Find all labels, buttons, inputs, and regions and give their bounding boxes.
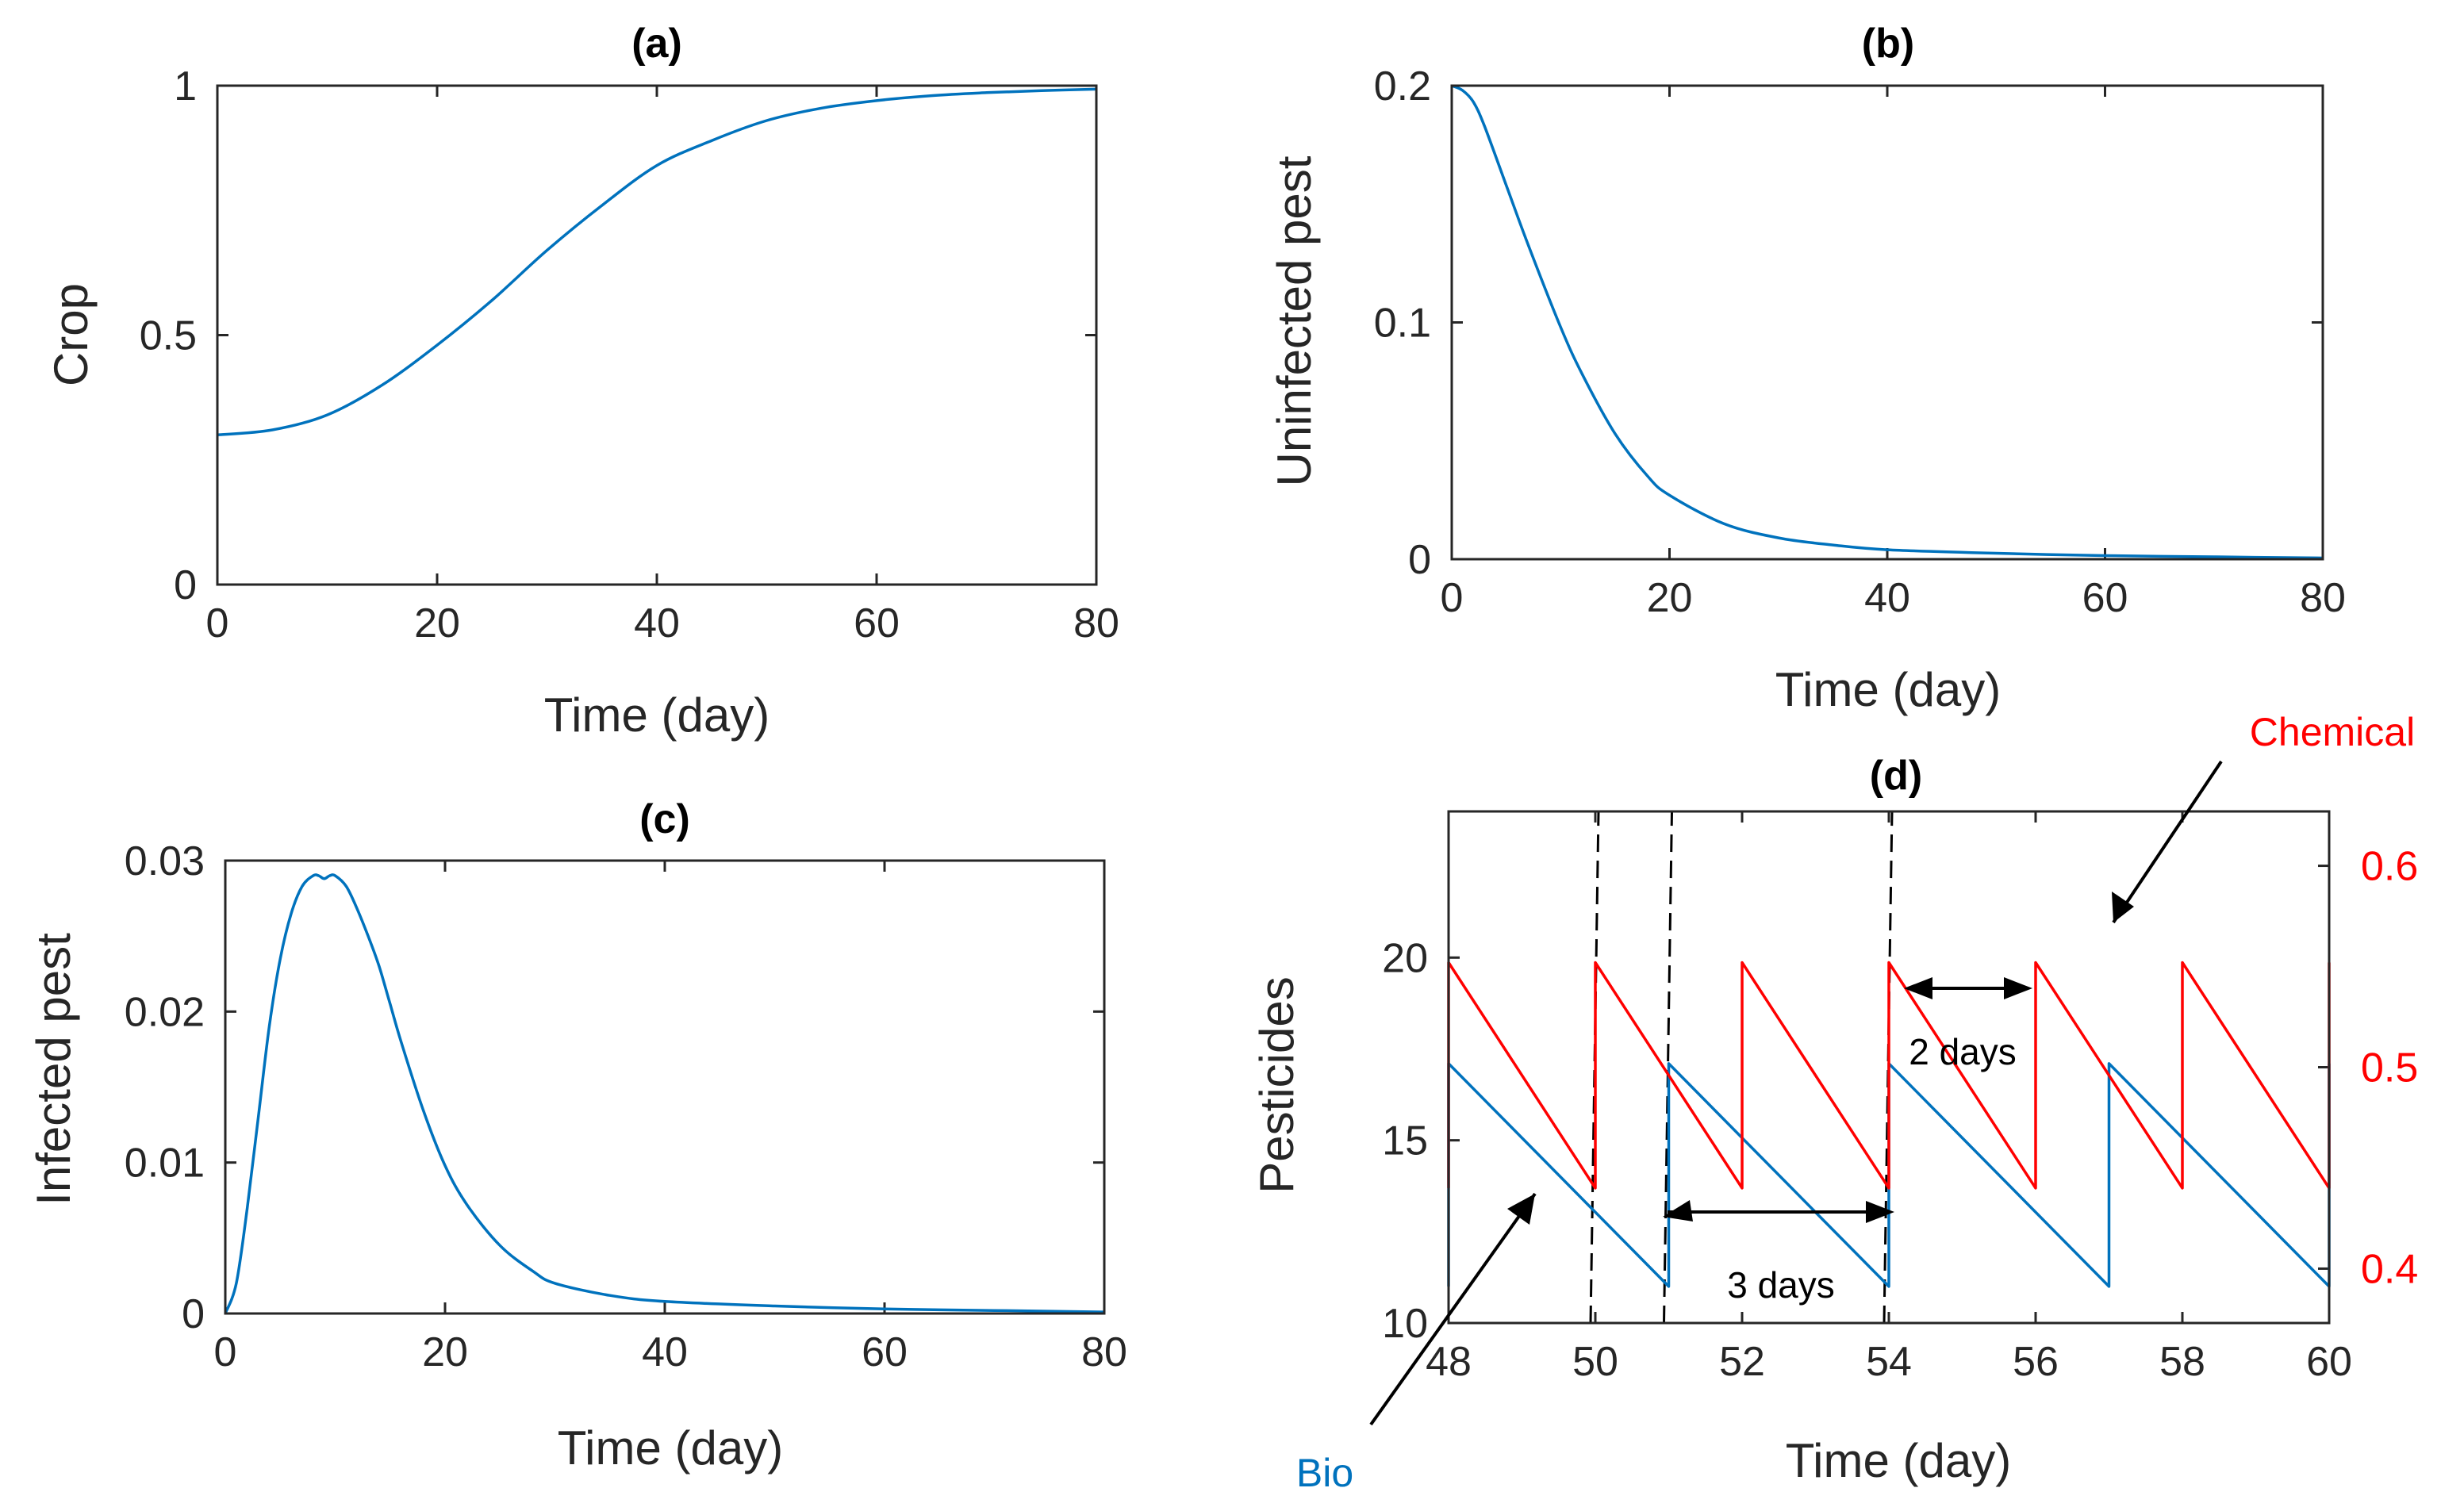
two-days-arrowhead-right [2004, 977, 2032, 999]
panel-a-xtick-label: 20 [414, 600, 460, 646]
panel-a-xtick-label: 60 [854, 600, 900, 646]
panel-d-axes-box [1447, 810, 2331, 1325]
two-days-arrowhead-left [1904, 977, 1932, 999]
panel-d-ytick-label: 15 [1382, 1118, 1428, 1164]
panel-d: (d) Pesticides Time (day) 48 50 52 54 56 58 60… [1250, 710, 2418, 1495]
panel-a-ylabel: Crop [44, 283, 98, 386]
panel-c-xtick-label: 80 [1081, 1329, 1127, 1375]
panel-a-xtick-label: 80 [1073, 600, 1119, 646]
bio-annotation-arrowhead [1507, 1194, 1535, 1225]
panel-c-xtick-label: 0 [214, 1329, 237, 1375]
panel-c-title: (c) [639, 796, 690, 842]
panel-b-ytick-label: 0 [1408, 537, 1431, 583]
panel-c-xtick-label: 40 [642, 1329, 688, 1375]
panel-c-ytick-label: 0 [182, 1291, 205, 1337]
panel-a-title: (a) [631, 21, 682, 67]
panel-c-infected-pest-line [224, 873, 1105, 1314]
panel-a-xtick-label: 0 [206, 600, 229, 646]
panel-b-xlabel: Time (day) [1775, 663, 2001, 716]
bio-annotation: Bio [1296, 1451, 1353, 1495]
panel-d-ytick-label: 20 [1382, 935, 1428, 981]
panel-a-xlabel: Time (day) [544, 688, 770, 742]
panel-a-axes-box [216, 84, 1098, 586]
three-days-arrowhead-left [1663, 1200, 1693, 1221]
panel-b-axes-box [1450, 84, 2324, 561]
three-days-arrowhead-right [1866, 1201, 1894, 1223]
panel-c-ytick-label: 0.02 [125, 989, 205, 1035]
panel-b-xtick-label: 60 [2082, 575, 2128, 621]
panel-c-axes-box [224, 859, 1106, 1315]
chemical-annotation-arrow [2112, 760, 2223, 924]
panel-c: (c) Infected pest Time (day) 0 20 40 60 80 0 0… [27, 796, 1127, 1475]
panel-b-ytick-label: 0.2 [1374, 63, 1431, 109]
panel-b-xtick-label: 80 [2300, 575, 2346, 621]
panel-d-dashed-marker [1589, 811, 1600, 1324]
panel-b-title: (b) [1862, 21, 1914, 67]
panel-d-right-ytick-label: 0.6 [2361, 844, 2418, 890]
panel-d-right-ytick-label: 0.4 [2361, 1246, 2418, 1292]
panel-b-xtick-label: 20 [1647, 575, 1693, 621]
panel-c-xlabel: Time (day) [558, 1421, 783, 1475]
panel-d-xtick-label: 56 [2013, 1339, 2059, 1385]
panel-d-xtick-label: 54 [1866, 1339, 1912, 1385]
bio-annotation-arrow [1369, 1192, 1537, 1426]
panel-c-ylabel: Infected pest [27, 933, 80, 1206]
panel-b: (b) Uninfected pest Time (day) 0 20 40 60 80… [1268, 21, 2346, 716]
panel-a-crop-line [217, 87, 1097, 437]
panel-d-title: (d) [1870, 753, 1922, 799]
panel-a: (a) Crop Time (day) 0 20 40 60 80 0 0.5 1 [44, 21, 1119, 742]
panel-d-ylabel: Pesticides [1250, 976, 1303, 1193]
three-days-label: 3 days [1727, 1264, 1835, 1306]
panel-c-ytick-label: 0.01 [125, 1141, 205, 1187]
chemical-annotation-arrowhead [2112, 892, 2134, 922]
panel-d-dashed-marker [1883, 811, 1894, 1324]
panel-d-ytick-label: 10 [1382, 1301, 1428, 1347]
panel-d-xtick-label: 52 [1719, 1339, 1765, 1385]
panel-d-xtick-label: 48 [1426, 1339, 1472, 1385]
panel-d-xtick-label: 58 [2159, 1339, 2205, 1385]
chemical-annotation: Chemical [2250, 710, 2415, 754]
panel-a-ytick-label: 1 [174, 63, 197, 109]
panel-d-chemical-line [1447, 961, 2331, 1190]
two-days-label: 2 days [1909, 1031, 2017, 1072]
panel-a-ytick-label: 0.5 [140, 313, 197, 359]
panel-a-xtick-label: 40 [634, 600, 680, 646]
panel-d-xlabel: Time (day) [1786, 1434, 2011, 1487]
panel-b-xtick-label: 40 [1864, 575, 1910, 621]
panel-c-xtick-label: 60 [862, 1329, 908, 1375]
panel-a-ytick-label: 0 [174, 562, 197, 608]
panel-d-xtick-label: 60 [2306, 1339, 2352, 1385]
panel-b-uninfected-pest-line [1451, 84, 2324, 560]
panel-b-ylabel: Uninfected pest [1268, 155, 1321, 486]
panel-c-ytick-label: 0.03 [125, 838, 205, 884]
panel-c-xtick-label: 20 [422, 1329, 468, 1375]
panel-b-xtick-label: 0 [1441, 575, 1464, 621]
panel-d-dashed-marker [1663, 811, 1673, 1324]
panel-b-ytick-label: 0.1 [1374, 301, 1431, 347]
panel-d-xtick-label: 50 [1572, 1339, 1618, 1385]
panel-d-right-ytick-label: 0.5 [2361, 1045, 2418, 1091]
